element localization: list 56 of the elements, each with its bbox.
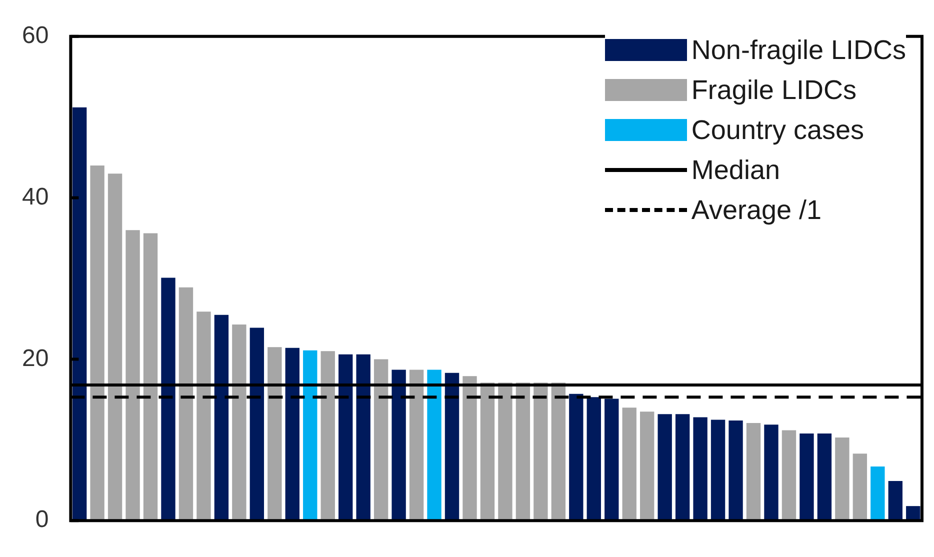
bar xyxy=(356,354,370,521)
bar xyxy=(285,348,300,521)
bar xyxy=(640,412,654,521)
bar xyxy=(622,408,636,521)
bar xyxy=(462,376,477,521)
bar xyxy=(320,351,335,521)
bar xyxy=(161,278,176,521)
bar xyxy=(338,354,353,521)
bar xyxy=(409,370,424,521)
bar xyxy=(196,312,211,521)
bar xyxy=(516,382,530,521)
bar xyxy=(888,481,902,521)
bar xyxy=(143,233,158,521)
bar xyxy=(782,430,796,521)
bar xyxy=(444,372,460,521)
bar xyxy=(800,433,814,521)
legend-label: Non-fragile LIDCs xyxy=(691,34,906,66)
bar xyxy=(72,107,87,521)
bar xyxy=(710,420,726,521)
y-tick-label: 20 xyxy=(22,344,49,372)
y-tick-label: 60 xyxy=(22,22,49,50)
bar xyxy=(870,466,885,521)
bar xyxy=(551,382,566,521)
bar xyxy=(604,398,619,521)
bar xyxy=(178,287,194,521)
bar xyxy=(658,414,672,521)
bar xyxy=(268,347,282,521)
bar xyxy=(90,166,104,521)
bar xyxy=(852,454,868,521)
bar xyxy=(586,397,601,521)
legend-label: Median xyxy=(691,154,780,186)
bar xyxy=(232,324,246,521)
legend-label: Average /1 xyxy=(691,194,822,226)
legend-label: Fragile LIDCs xyxy=(691,74,856,106)
legend-label: Country cases xyxy=(691,114,864,146)
bar xyxy=(374,359,388,521)
bar xyxy=(126,230,140,521)
bar xyxy=(746,422,761,521)
bar xyxy=(392,370,406,521)
bar xyxy=(534,382,548,521)
y-tick-label: 0 xyxy=(35,506,49,534)
bar xyxy=(569,394,584,521)
bar xyxy=(108,174,122,521)
bar xyxy=(480,382,495,521)
bar xyxy=(728,420,743,521)
bar xyxy=(817,433,832,521)
bar xyxy=(835,437,850,521)
bar xyxy=(764,424,778,521)
y-tick-label: 40 xyxy=(22,183,49,210)
bar xyxy=(498,382,512,521)
bar xyxy=(427,370,442,521)
bar xyxy=(303,350,318,521)
bar xyxy=(693,417,708,521)
bar xyxy=(214,314,229,521)
bar xyxy=(250,328,264,521)
bar xyxy=(675,414,690,521)
